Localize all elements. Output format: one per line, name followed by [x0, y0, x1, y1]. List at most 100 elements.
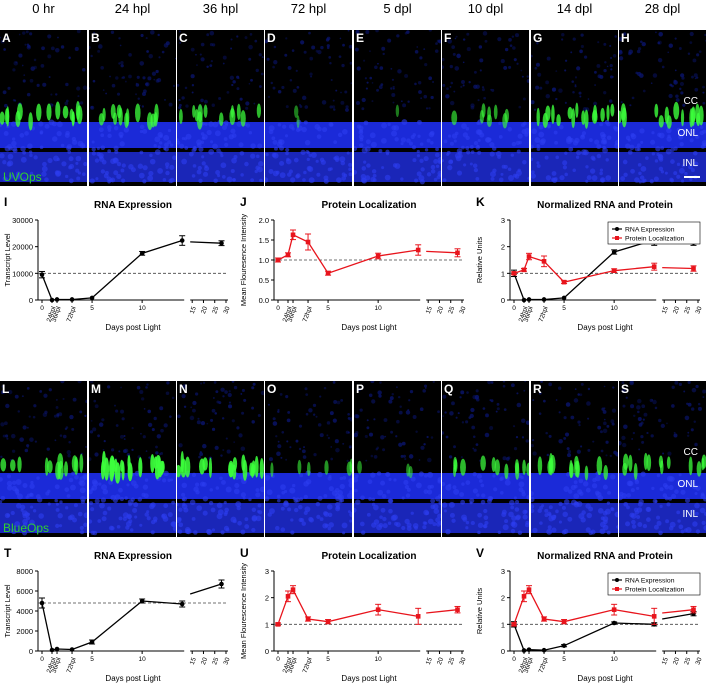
micrograph-panel: Q [442, 381, 529, 537]
data-point [611, 249, 617, 255]
legend-marker [615, 227, 619, 231]
micrograph-panel: G [531, 30, 618, 186]
panel-letter: P [356, 382, 365, 396]
data-point [651, 264, 657, 269]
micrograph-panel: O [265, 381, 352, 537]
x-tick-label: 5 [90, 656, 94, 663]
x-tick-label: 20 [436, 305, 445, 315]
legend-marker [615, 236, 619, 240]
legend-marker [615, 587, 619, 591]
micrograph-panel: F [442, 30, 529, 186]
x-tick-label: 15 [425, 305, 434, 315]
data-point [541, 647, 547, 653]
y-tick-label: 2 [501, 594, 505, 603]
legend-marker [615, 578, 619, 582]
scale-bar [684, 176, 700, 178]
timepoint-label: 14 dpl [556, 1, 593, 16]
chart-panel-letter: V [476, 546, 484, 560]
data-point [511, 622, 517, 627]
retina-layer-label: ONL [677, 128, 698, 139]
x-tick-label: 72hpl [66, 305, 78, 323]
data-point [541, 616, 547, 622]
series-line [513, 255, 655, 283]
panel-letter: G [533, 31, 543, 45]
y-tick-label: 3 [501, 567, 505, 576]
y-axis-label: Relative Units [475, 237, 484, 284]
data-point [69, 647, 75, 652]
y-axis-label: Transcript Level [3, 584, 12, 637]
panel-letter: L [2, 382, 10, 396]
x-tick-label: 72hpl [538, 656, 550, 674]
y-tick-label: 20000 [12, 243, 33, 252]
x-tick-label: 0 [512, 656, 516, 663]
data-point [49, 297, 55, 303]
data-point [275, 257, 281, 263]
series-line-tail [662, 613, 694, 620]
retina-layer-label: CC [683, 447, 698, 458]
legend-label: Protein Localization [625, 587, 685, 594]
x-tick-label: 10 [375, 305, 383, 312]
chart-panel-letter: J [240, 195, 247, 209]
x-tick-label: 72hpl [66, 656, 78, 674]
panel-letter: S [621, 382, 630, 396]
data-point [651, 614, 657, 619]
data-point [455, 250, 460, 256]
legend-label: Protein Localization [625, 236, 685, 243]
line-chart: T RNA Expression 0 2000 4000 6000 8000 0 24hpl 36… [0, 545, 236, 690]
data-point [219, 581, 224, 587]
data-point [290, 587, 296, 592]
y-tick-label: 2.0 [259, 216, 269, 225]
series-line [277, 588, 419, 625]
x-tick-label: 30 [459, 656, 468, 666]
data-point [511, 271, 517, 276]
data-point [521, 267, 527, 273]
x-axis-label: Days post Light [577, 323, 633, 332]
series-line-tail [190, 583, 222, 595]
data-point [526, 647, 532, 652]
x-axis-label: Days post Light [577, 674, 633, 683]
x-tick-label: 10 [139, 656, 147, 663]
micrograph-panel: S CC ONL INL [619, 381, 706, 537]
series-line-tail [426, 609, 458, 614]
retina-layer-label: INL [682, 509, 698, 520]
chart-title: RNA Expression [94, 551, 172, 562]
y-tick-label: 0.0 [259, 296, 269, 305]
x-tick-label: 10 [375, 656, 383, 663]
panel-letter: N [179, 382, 188, 396]
data-point [375, 607, 381, 612]
y-tick-label: 0 [501, 647, 505, 656]
chart-title: Normalized RNA and Protein [537, 200, 673, 211]
x-tick-label: 72hpl [538, 305, 550, 323]
retina-layer-label: INL [682, 158, 698, 169]
x-tick-label: 25 [683, 656, 692, 666]
panel-letter: C [179, 31, 188, 45]
data-point [521, 297, 527, 303]
timepoint-label: 72 hpl [290, 1, 327, 16]
x-tick-label: 72hpl [302, 656, 314, 674]
data-point [69, 297, 75, 302]
y-tick-label: 30000 [12, 216, 33, 225]
data-point [285, 252, 291, 258]
x-tick-label: 0 [512, 305, 516, 312]
micrograph-panel: H CC ONL INL [619, 30, 706, 186]
y-axis-label: Mean Flourescence Intensity [239, 563, 248, 659]
y-tick-label: 0 [501, 296, 505, 305]
x-tick-label: 25 [683, 305, 692, 315]
series-line [41, 600, 183, 651]
data-point [521, 648, 527, 653]
panel-letter: D [267, 31, 276, 45]
data-point [179, 238, 185, 243]
data-point [275, 622, 281, 627]
x-tick-label: 5 [562, 656, 566, 663]
timepoint-label: 0 hr [32, 1, 55, 16]
series-line-tail [662, 266, 694, 270]
x-tick-label: 15 [661, 305, 670, 315]
x-tick-label: 5 [90, 305, 94, 312]
legend-label: RNA Expression [625, 578, 675, 585]
data-point [325, 619, 331, 624]
series-line-tail [190, 241, 222, 244]
data-point [290, 232, 296, 238]
data-point [541, 297, 547, 302]
